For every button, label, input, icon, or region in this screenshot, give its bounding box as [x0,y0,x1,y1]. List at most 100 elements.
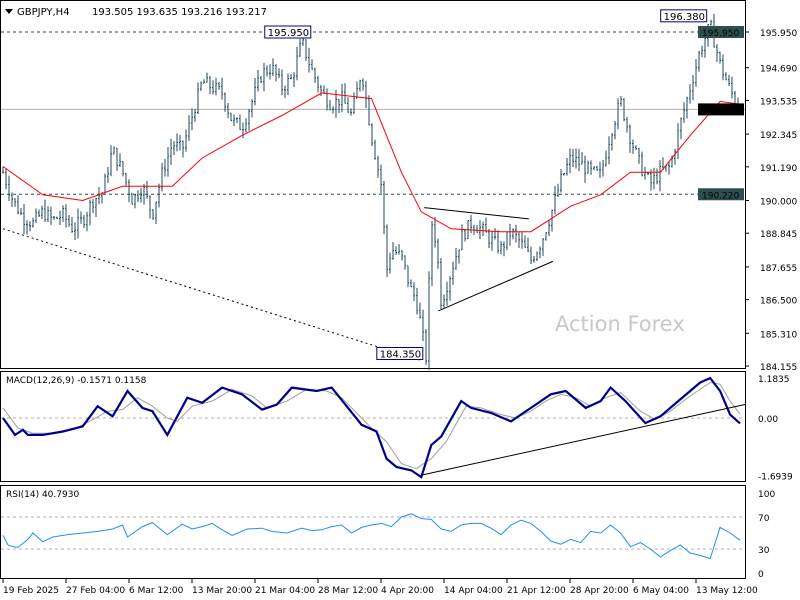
x-tick-label: 21 Apr 12:00 [507,586,566,596]
ohlc-bar [539,246,541,259]
ohlc-bar [98,187,100,205]
ohlc-bar [53,215,55,220]
ohlc-bar [419,302,421,319]
ohlc-bar [107,166,109,184]
ohlc-bar [326,88,328,111]
ohlc-bar [482,221,484,237]
ohlc-bar [521,231,523,249]
ohlc-bar [125,172,127,186]
ohlc-bar [668,162,670,175]
y-tick-label: 192.345 [760,131,797,141]
price-axis-tag [698,26,744,38]
ohlc-bar [581,152,583,165]
ohlc-bar [119,153,121,167]
ohlc-bar [290,74,292,80]
ohlc-bar [284,85,286,99]
x-tick-label: 28 Apr 20:00 [570,586,629,596]
ohlc-bar [731,76,733,99]
ohlc-bar [404,255,406,270]
ohlc-bar [218,81,220,90]
ohlc-bar [263,62,265,92]
ohlc-bar [425,328,427,365]
ohlc-bar [512,228,514,240]
macd-trendline [421,403,746,476]
price-label-box [264,25,312,39]
ohlc-bar [431,221,433,286]
ohlc-bar [530,246,532,264]
ohlc-bar [242,122,244,139]
ohlc-bar [170,138,172,165]
ohlc-bar [611,133,613,151]
ohlc-bar [692,74,694,101]
ohlc-bar [62,205,64,222]
ohlc-bar [575,148,577,169]
ohlc-bar [89,199,91,226]
rsi-y-tick-label: 70 [758,514,770,524]
ohlc-bar [134,194,136,209]
ohlc-bar [371,123,373,147]
rsi-title: RSI(14) 40.7930 [6,490,79,500]
ohlc-bar [92,198,94,213]
ohlc-bar [14,198,16,207]
ohlc-bar [11,192,13,207]
ohlc-bar [698,50,700,72]
ohlc-bar [488,228,490,249]
ohlc-bar [587,160,589,174]
ohlc-bar [560,169,562,193]
ohlc-bar [83,215,85,228]
ohlc-bar [86,211,88,232]
ohlc-bar [464,229,466,242]
ohlc-bar [401,250,403,261]
ohlc-bar [545,232,547,241]
ohlc-bar [116,147,118,171]
ohlc-bar [386,224,388,278]
ohlc-bar [365,80,367,109]
ohlc-bar [203,79,205,84]
price-label: 196.380 [664,12,705,23]
x-tick-label: 6 Mar 12:00 [129,586,184,596]
ohlc-bar [515,224,517,243]
ohlc-bar [599,161,601,178]
x-tick-label: 13 Mar 20:00 [192,586,252,596]
ohlc-bar [38,209,40,218]
ohlc-bar [146,181,148,199]
ohlc-bar [554,186,556,215]
ohlc-bar [584,155,586,183]
ohlc-bar [173,141,175,156]
ohlc-bar [461,224,463,251]
ohlc-bar [563,172,565,176]
ohlc-bar [329,99,331,111]
ohlc-bar [74,222,76,241]
ohlc-bar [674,148,676,165]
ohlc-bar [41,205,43,220]
ohlc-bar [551,209,553,232]
macd-y-tick-label: 1.1835 [758,375,790,385]
ohlc-bar [650,169,652,191]
ohlc-bar [110,145,112,177]
ohlc-bar [296,46,298,81]
ohlc-bar [683,102,685,123]
ohlc-bar [638,147,640,164]
price-axis-tag-label: 195.950 [702,29,739,39]
ohlc-bar [47,206,49,222]
x-tick-label: 28 Mar 12:00 [318,586,378,596]
price-label: 195.950 [268,28,309,39]
price-label-box [660,9,708,23]
ohlc-bar [239,114,241,131]
ohlc-bar [95,197,97,217]
ohlc-bar [182,140,184,158]
ohlc-bar [224,92,226,112]
ohlc-bar [392,241,394,260]
ohlc-bar [137,190,139,203]
ohlc-bar [617,98,619,130]
ohlc-bar [104,173,106,194]
ohlc-bar [596,165,598,171]
ohlc-bar [380,164,382,194]
panel-frames [0,0,746,579]
y-tick-label: 188.845 [760,230,797,240]
collapse-triangle-icon[interactable] [5,9,13,14]
ohlc-bar [509,223,511,246]
ohlc-bar [722,54,724,81]
